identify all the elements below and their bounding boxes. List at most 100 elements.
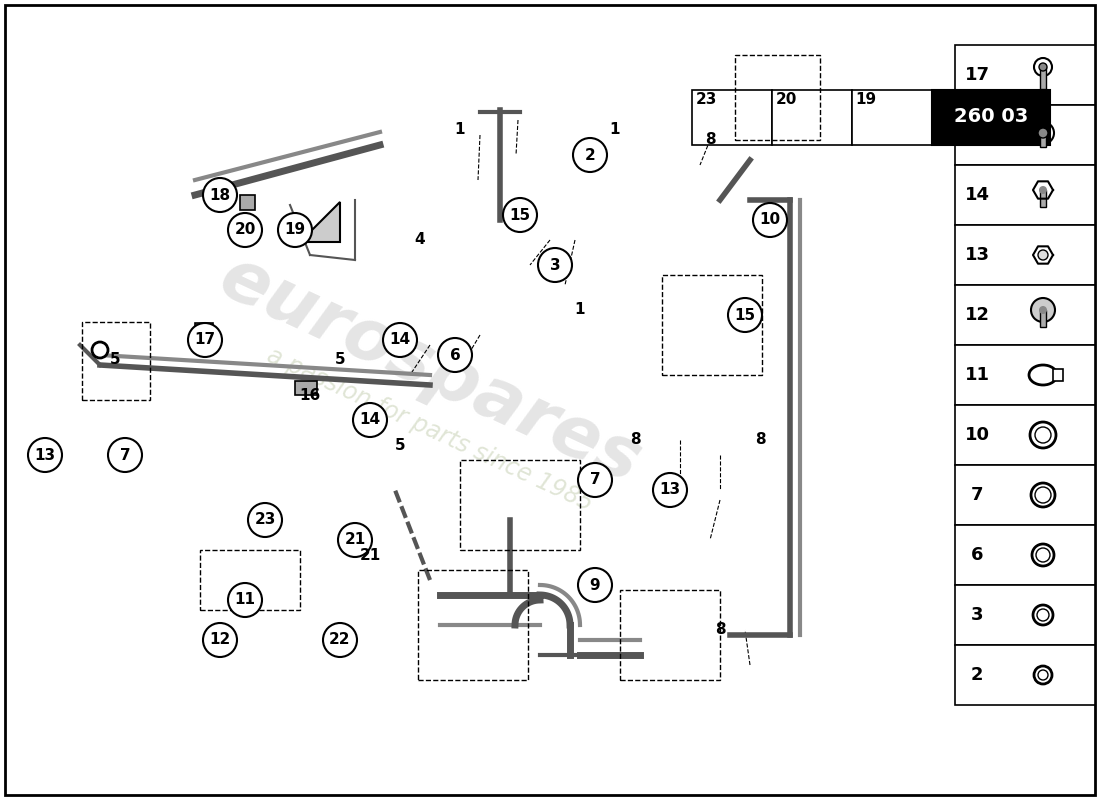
Bar [955, 645, 1094, 705]
Bar [1040, 310, 1046, 327]
Circle shape [578, 568, 612, 602]
Circle shape [438, 338, 472, 372]
Bar [955, 405, 1094, 465]
Bar [82, 322, 150, 400]
Circle shape [383, 323, 417, 357]
Circle shape [1031, 298, 1055, 322]
Text: 10: 10 [965, 426, 990, 444]
Text: 1: 1 [574, 302, 585, 318]
Bar [955, 165, 1094, 225]
Text: 8: 8 [715, 622, 725, 638]
Text: 6: 6 [970, 546, 983, 564]
Text: 20: 20 [776, 93, 796, 107]
Bar [955, 45, 1094, 105]
Text: 5: 5 [395, 438, 405, 453]
Polygon shape [1033, 182, 1053, 198]
Bar [295, 381, 317, 395]
Text: 13: 13 [34, 447, 56, 462]
Text: 19: 19 [285, 222, 306, 238]
Text: 23: 23 [695, 93, 717, 107]
Bar [955, 585, 1094, 645]
Bar [418, 570, 528, 680]
Text: 15: 15 [735, 307, 756, 322]
Bar [1053, 369, 1063, 381]
Text: 13: 13 [965, 246, 990, 264]
Text: 17: 17 [195, 333, 216, 347]
Bar [955, 465, 1094, 525]
Circle shape [1038, 250, 1048, 260]
Circle shape [323, 623, 358, 657]
Text: 7: 7 [590, 473, 601, 487]
Circle shape [1038, 670, 1048, 680]
Circle shape [92, 342, 108, 358]
Circle shape [1035, 487, 1050, 503]
Text: 14: 14 [965, 186, 990, 204]
Text: 1: 1 [609, 122, 620, 138]
Bar [200, 550, 300, 610]
Polygon shape [1033, 246, 1053, 264]
Text: 2: 2 [970, 666, 983, 684]
Circle shape [353, 403, 387, 437]
Text: 21: 21 [360, 547, 381, 562]
Text: 15: 15 [509, 207, 530, 222]
Text: 8: 8 [705, 133, 715, 147]
Text: 9: 9 [590, 578, 601, 593]
Circle shape [1036, 548, 1050, 562]
Bar [662, 275, 762, 375]
Text: 14: 14 [389, 333, 410, 347]
Bar [772, 90, 852, 145]
Circle shape [204, 623, 236, 657]
Circle shape [248, 503, 282, 537]
Circle shape [653, 473, 688, 507]
Text: 11: 11 [965, 366, 990, 384]
Text: 2: 2 [584, 147, 595, 162]
Text: 5: 5 [334, 353, 345, 367]
Bar [955, 285, 1094, 345]
Bar [932, 90, 1050, 145]
Text: 13: 13 [659, 482, 681, 498]
Circle shape [1040, 186, 1047, 194]
Text: 22: 22 [329, 633, 351, 647]
Polygon shape [300, 202, 340, 242]
Text: 19: 19 [856, 93, 877, 107]
Circle shape [1037, 609, 1049, 621]
Text: 3: 3 [550, 258, 560, 273]
Circle shape [503, 198, 537, 232]
Text: 3: 3 [970, 606, 983, 624]
Circle shape [1038, 128, 1048, 138]
Circle shape [204, 178, 236, 212]
Bar [955, 525, 1094, 585]
Circle shape [728, 298, 762, 332]
Bar [460, 460, 580, 550]
Bar [955, 225, 1094, 285]
Circle shape [1040, 306, 1047, 314]
Bar [1040, 133, 1046, 147]
Circle shape [228, 583, 262, 617]
Text: 17: 17 [965, 66, 990, 84]
Circle shape [188, 323, 222, 357]
Circle shape [282, 227, 298, 243]
Text: 8: 8 [755, 433, 766, 447]
Circle shape [573, 138, 607, 172]
Circle shape [278, 213, 312, 247]
Text: 1: 1 [454, 122, 465, 138]
Text: 15: 15 [965, 126, 990, 144]
Text: 8: 8 [629, 433, 640, 447]
Text: 14: 14 [360, 413, 381, 427]
Bar [955, 345, 1094, 405]
Bar [692, 90, 772, 145]
Circle shape [28, 438, 62, 472]
Circle shape [228, 213, 262, 247]
Bar [852, 90, 932, 145]
Text: 10: 10 [759, 213, 781, 227]
Bar [240, 195, 255, 210]
Text: 7: 7 [970, 486, 983, 504]
Text: a passion for parts since 1985: a passion for parts since 1985 [263, 344, 597, 516]
Text: 18: 18 [209, 187, 231, 202]
Bar [955, 105, 1094, 165]
Bar [1040, 190, 1046, 207]
Text: 4: 4 [415, 233, 426, 247]
Bar [735, 55, 820, 140]
Circle shape [108, 438, 142, 472]
Text: 20: 20 [234, 222, 255, 238]
